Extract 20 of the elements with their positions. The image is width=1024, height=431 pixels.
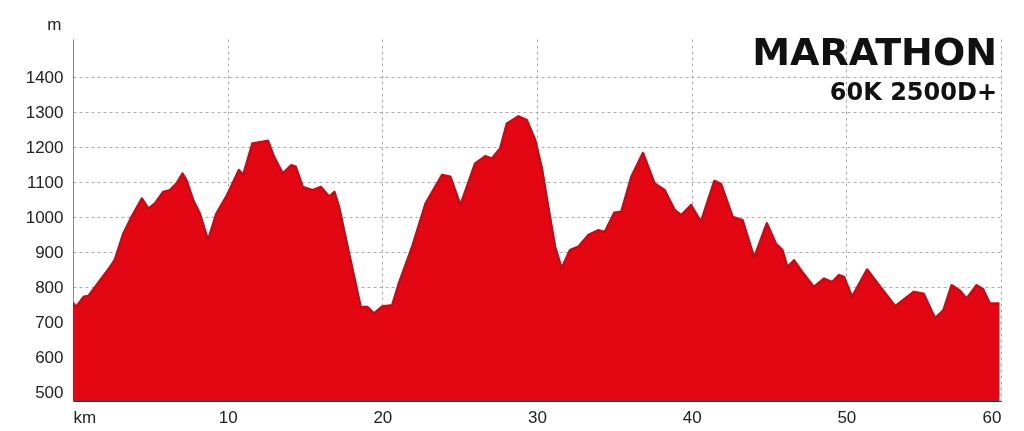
x-tick-label: 50 xyxy=(837,407,857,427)
y-tick-label: 1200 xyxy=(25,137,64,157)
text: 60K 2500D+ xyxy=(829,78,997,106)
x-tick-label: km xyxy=(73,407,97,427)
x-tick-label: 20 xyxy=(373,407,393,427)
x-tick-label: 30 xyxy=(528,407,547,427)
x-tick-label: 60 xyxy=(982,407,1002,427)
y-tick-label: 1000 xyxy=(25,207,64,227)
x-tick-label: 40 xyxy=(682,407,702,427)
chart-title: MARATHON xyxy=(752,30,997,74)
x-tick-label: 10 xyxy=(218,407,238,427)
y-tick-label: 700 xyxy=(35,312,64,332)
y-axis-title: m xyxy=(47,14,62,34)
y-tick-label: 1100 xyxy=(26,172,64,192)
y-tick-label: 900 xyxy=(35,242,64,262)
y-tick-label: 500 xyxy=(35,382,64,402)
y-tick-label: 1400 xyxy=(25,67,64,87)
y-tick-label: 600 xyxy=(35,347,64,367)
y-tick-label: 1300 xyxy=(25,102,64,122)
y-tick-label: 800 xyxy=(35,277,64,297)
